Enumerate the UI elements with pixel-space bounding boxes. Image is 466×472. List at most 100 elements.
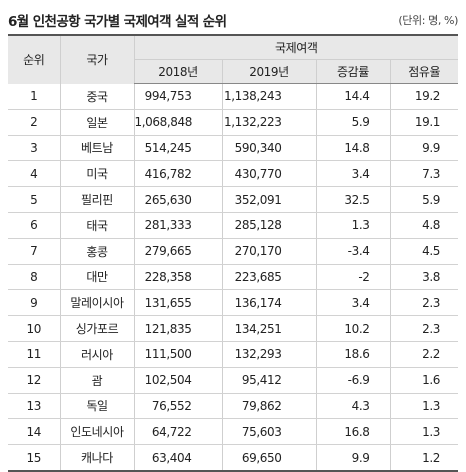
cell-2018: 102,504 xyxy=(133,367,222,394)
cell-growth: 10.2 xyxy=(315,315,390,342)
cell-rank: 2 xyxy=(8,109,60,136)
cell-2018: 1,068,848 xyxy=(133,109,222,136)
cell-2019: 79,862 xyxy=(221,393,316,420)
cell-growth: -3.4 xyxy=(315,238,390,265)
cell-2019: 223,685 xyxy=(221,264,316,291)
cell-share: 1.6 xyxy=(389,367,458,394)
cell-2018: 281,333 xyxy=(133,212,222,239)
header-growth: 증감률 xyxy=(315,59,390,84)
table-row: 7 홍콩 279,665 270,170 -3.4 4.5 xyxy=(8,238,458,265)
cell-2018: 76,552 xyxy=(133,393,222,420)
cell-2018: 279,665 xyxy=(133,238,222,265)
title-row: 6월 인천공항 국가별 국제여객 실적 순위 (단위: 명, %) xyxy=(8,8,458,30)
table-row: 12 괌 102,504 95,412 -6.9 1.6 xyxy=(8,367,458,394)
table-title: 6월 인천공항 국가별 국제여객 실적 순위 xyxy=(8,14,227,30)
cell-country: 괌 xyxy=(59,367,134,394)
cell-share: 3.8 xyxy=(389,264,458,291)
cell-growth: -2 xyxy=(315,264,390,291)
cell-2019: 132,293 xyxy=(221,341,316,368)
cell-2018: 63,404 xyxy=(133,444,222,472)
cell-2019: 134,251 xyxy=(221,315,316,342)
cell-share: 4.5 xyxy=(389,238,458,265)
cell-2019: 1,132,223 xyxy=(221,109,316,136)
header-2019: 2019년 xyxy=(221,59,316,84)
cell-growth: 5.9 xyxy=(315,109,390,136)
cell-rank: 1 xyxy=(8,83,60,110)
cell-share: 1.3 xyxy=(389,393,458,420)
cell-country: 말레이시아 xyxy=(59,289,134,317)
cell-share: 9.9 xyxy=(389,135,458,162)
table-row: 5 필리핀 265,630 352,091 32.5 5.9 xyxy=(8,186,458,213)
cell-share: 19.2 xyxy=(389,83,458,110)
passenger-ranking-table: 순위 국가 국제여객 2018년 2019년 증감률 점유율 1 중국 994,75… xyxy=(8,34,458,472)
cell-share: 2.3 xyxy=(389,289,458,317)
cell-2018: 228,358 xyxy=(133,264,222,291)
cell-2018: 265,630 xyxy=(133,186,222,213)
header-share: 점유율 xyxy=(389,59,458,84)
cell-2018: 111,500 xyxy=(133,341,222,368)
cell-2019: 136,174 xyxy=(221,289,316,317)
cell-growth: 14.8 xyxy=(315,135,390,162)
table-row: 15 캐나다 63,404 69,650 9.9 1.2 xyxy=(8,444,458,472)
cell-rank: 3 xyxy=(8,135,60,162)
cell-share: 19.1 xyxy=(389,109,458,136)
cell-rank: 12 xyxy=(8,367,60,394)
cell-share: 5.9 xyxy=(389,186,458,213)
cell-growth: -6.9 xyxy=(315,367,390,394)
cell-2018: 514,245 xyxy=(133,135,222,162)
cell-rank: 5 xyxy=(8,186,60,213)
header-rank: 순위 xyxy=(8,34,60,84)
cell-country: 홍콩 xyxy=(59,238,134,265)
cell-growth: 32.5 xyxy=(315,186,390,213)
table-row: 1 중국 994,753 1,138,243 14.4 19.2 xyxy=(8,83,458,110)
cell-growth: 9.9 xyxy=(315,444,390,472)
cell-growth: 3.4 xyxy=(315,289,390,317)
cell-2019: 75,603 xyxy=(221,418,316,446)
cell-growth: 16.8 xyxy=(315,418,390,446)
cell-2019: 430,770 xyxy=(221,160,316,188)
cell-rank: 9 xyxy=(8,289,60,317)
cell-rank: 15 xyxy=(8,444,60,472)
cell-country: 인도네시아 xyxy=(59,418,134,446)
cell-rank: 7 xyxy=(8,238,60,265)
table-body: 1 중국 994,753 1,138,243 14.4 19.2 2 일본 1,068,848 1… xyxy=(8,83,458,472)
cell-share: 7.3 xyxy=(389,160,458,188)
cell-country: 독일 xyxy=(59,393,134,420)
cell-country: 베트남 xyxy=(59,135,134,162)
cell-growth: 14.4 xyxy=(315,83,390,110)
cell-2018: 131,655 xyxy=(133,289,222,317)
cell-growth: 18.6 xyxy=(315,341,390,368)
cell-share: 1.3 xyxy=(389,418,458,446)
cell-growth: 4.3 xyxy=(315,393,390,420)
table-row: 2 일본 1,068,848 1,132,223 5.9 19.1 xyxy=(8,109,458,136)
cell-country: 일본 xyxy=(59,109,134,136)
cell-growth: 3.4 xyxy=(315,160,390,188)
cell-country: 싱가포르 xyxy=(59,315,134,342)
cell-share: 4.8 xyxy=(389,212,458,239)
cell-2019: 590,340 xyxy=(221,135,316,162)
cell-rank: 14 xyxy=(8,418,60,446)
header-country: 국가 xyxy=(59,34,134,84)
cell-share: 2.2 xyxy=(389,341,458,368)
cell-2019: 69,650 xyxy=(221,444,316,472)
cell-share: 2.3 xyxy=(389,315,458,342)
table-row: 14 인도네시아 64,722 75,603 16.8 1.3 xyxy=(8,418,458,446)
cell-2019: 1,138,243 xyxy=(221,83,316,110)
cell-country: 캐나다 xyxy=(59,444,134,472)
header-2018: 2018년 xyxy=(133,59,222,84)
table-row: 6 태국 281,333 285,128 1.3 4.8 xyxy=(8,212,458,239)
cell-2018: 64,722 xyxy=(133,418,222,446)
table-row: 9 말레이시아 131,655 136,174 3.4 2.3 xyxy=(8,289,458,317)
table-row: 13 독일 76,552 79,862 4.3 1.3 xyxy=(8,393,458,420)
cell-rank: 4 xyxy=(8,160,60,188)
table-row: 4 미국 416,782 430,770 3.4 7.3 xyxy=(8,160,458,188)
cell-country: 필리핀 xyxy=(59,186,134,213)
cell-country: 미국 xyxy=(59,160,134,188)
cell-rank: 6 xyxy=(8,212,60,239)
cell-country: 중국 xyxy=(59,83,134,110)
cell-2019: 270,170 xyxy=(221,238,316,265)
cell-2019: 285,128 xyxy=(221,212,316,239)
table-row: 10 싱가포르 121,835 134,251 10.2 2.3 xyxy=(8,315,458,342)
cell-country: 대만 xyxy=(59,264,134,291)
unit-note: (단위: 명, %) xyxy=(398,14,458,27)
